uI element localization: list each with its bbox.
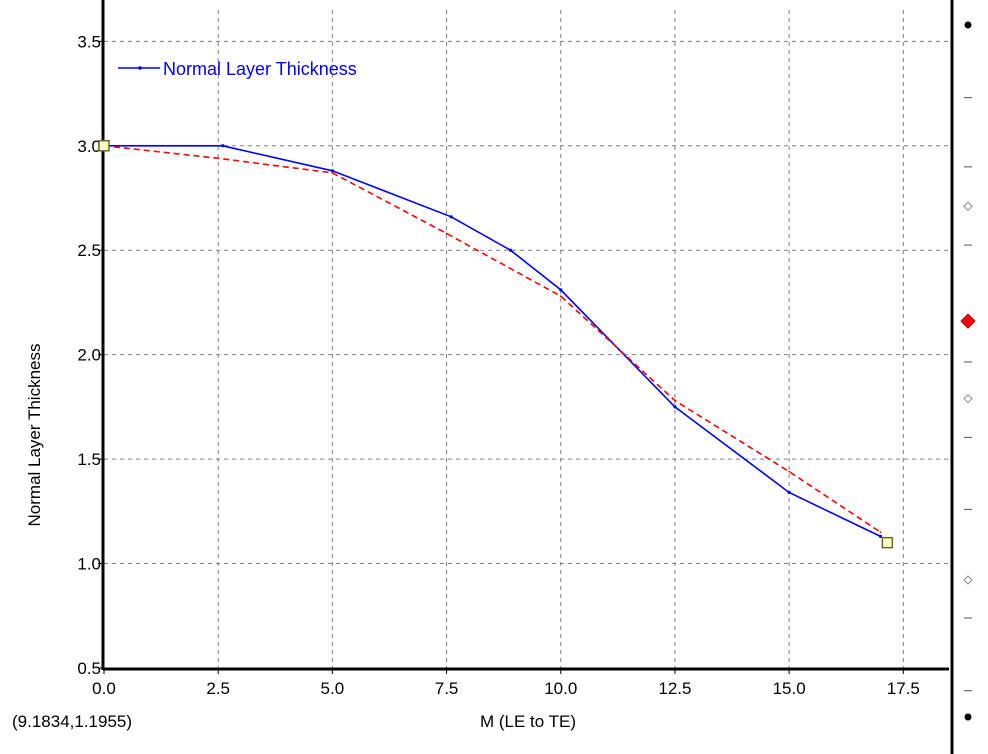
side-diamond-handle[interactable] <box>963 393 973 404</box>
legend: Normal Layer Thickness <box>118 59 357 79</box>
data-point <box>331 172 334 174</box>
y-tick-label: 2.5 <box>77 241 101 260</box>
plot-area[interactable] <box>104 10 949 668</box>
x-axis-label: M (LE to TE) <box>480 712 576 731</box>
series-line-2 <box>103 145 881 533</box>
y-tick-label: 3.5 <box>77 32 101 51</box>
data-point <box>674 399 676 402</box>
data-point <box>508 248 513 252</box>
x-tick-label: 12.5 <box>658 679 691 698</box>
data-point <box>445 232 448 235</box>
x-tick-label: 15.0 <box>773 679 806 698</box>
data-point <box>221 144 225 148</box>
data-point <box>673 405 677 409</box>
grid-lines <box>104 10 949 668</box>
control-point-handle[interactable] <box>98 140 110 152</box>
data-point <box>878 534 883 539</box>
data-point <box>559 295 562 298</box>
legend-label: Normal Layer Thickness <box>163 59 357 79</box>
side-diamond-handle[interactable] <box>963 575 973 585</box>
x-tick-label: 7.5 <box>435 679 459 698</box>
y-tick-label: 2.0 <box>77 346 101 365</box>
data-point <box>330 169 334 173</box>
data-point <box>788 470 791 473</box>
y-tick-label: 1.5 <box>77 450 101 469</box>
x-tick-label: 17.5 <box>887 679 920 698</box>
y-tick-label: 0.5 <box>77 659 101 678</box>
data-point <box>217 157 220 160</box>
side-endpoint-dot[interactable] <box>964 21 972 29</box>
x-tick-label: 10.0 <box>544 679 577 698</box>
data-point <box>449 215 453 219</box>
x-tick-label: 5.0 <box>321 679 345 698</box>
side-active-diamond-handle[interactable] <box>960 313 976 329</box>
x-tick-label: 2.5 <box>206 679 230 698</box>
axes <box>98 0 954 754</box>
side-endpoint-dot[interactable] <box>964 713 972 721</box>
legend-swatch-marker <box>138 66 142 70</box>
y-tick-labels: 0.5 1.0 1.5 2.0 2.5 3.0 3.5 <box>77 32 101 678</box>
control-points <box>98 140 894 549</box>
side-diamond-handle[interactable] <box>963 201 973 212</box>
data-point <box>559 288 563 292</box>
cursor-coordinate-readout: (9.1834,1.1955) <box>12 712 132 731</box>
control-point-handle[interactable] <box>881 536 894 549</box>
x-tick-label: 0.0 <box>92 679 116 698</box>
data-point <box>787 490 791 495</box>
x-tick-labels: 0.0 2.5 5.0 7.5 10.0 12.5 15.0 17.5 <box>92 679 920 698</box>
plot-background <box>104 10 949 668</box>
data-point <box>879 531 882 534</box>
side-control-panel[interactable] <box>960 21 976 721</box>
y-tick-label: 1.0 <box>77 555 101 574</box>
y-axis-label: Normal Layer Thickness <box>25 344 44 527</box>
y-tick-label: 3.0 <box>77 137 101 156</box>
